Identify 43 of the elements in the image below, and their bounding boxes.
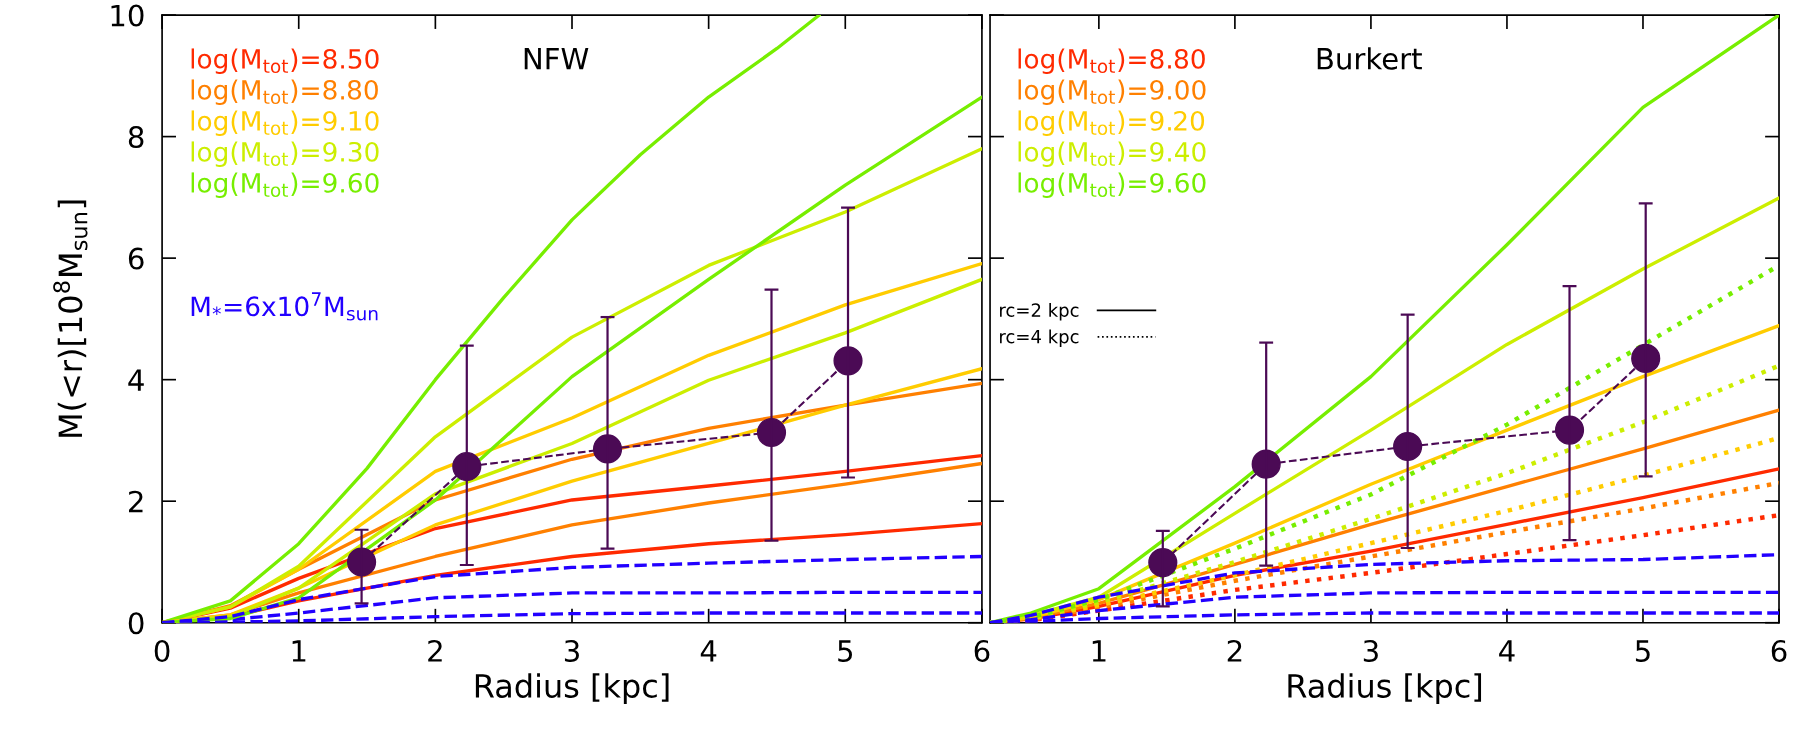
x-axis-title: Radius [kpc] — [475, 673, 669, 705]
text: log(M$_{tot}$)=9.00 — [1018, 79, 1206, 105]
text: log(M$_{tot}$)=9.30 — [191, 141, 379, 167]
y-axis-title: M(<r)[10$^{8}$M$_{sun}$] — [53, 200, 88, 437]
text: NFW — [524, 48, 589, 70]
y-tick-label: 8 — [128, 126, 144, 149]
y-tick-label: 4 — [128, 369, 144, 391]
x-tick-label: 4 — [700, 640, 717, 662]
x-tick-label: 5 — [1635, 640, 1650, 662]
text: log(M$_{tot}$)=8.80 — [191, 79, 378, 105]
x-tick-label: 5 — [838, 640, 853, 662]
point — [1631, 343, 1661, 373]
y-tick-label: 6 — [128, 247, 144, 270]
y-tick-label: 0 — [128, 612, 144, 635]
y-tick-label: 10 — [111, 4, 144, 27]
point — [833, 346, 863, 376]
x-tick-label: 1 — [1092, 640, 1106, 662]
text: log(M$_{tot}$)=9.10 — [191, 110, 379, 136]
text: log(M$_{tot}$)=9.20 — [1018, 110, 1205, 136]
x-tick-label: 3 — [1363, 639, 1378, 662]
y-tick-label: 2 — [129, 490, 143, 513]
x-tick-label: 4 — [1499, 640, 1515, 662]
x-axis-title: Radius [kpc] — [1288, 673, 1482, 705]
text: M$_{*}$=6x10$^{7}$M$_{sun}$ — [191, 292, 378, 321]
text: Burkert — [1317, 47, 1422, 70]
annotation: rc=2 kpc — [1000, 302, 1079, 321]
point — [1251, 449, 1281, 479]
point — [1148, 547, 1178, 578]
x-tick-label: 6 — [974, 639, 990, 662]
text: log(M$_{tot}$)=9.60 — [1018, 172, 1206, 198]
text: log(M$_{tot}$)=8.50 — [191, 48, 379, 74]
point — [1393, 431, 1423, 462]
x-tick-label: 2 — [428, 639, 442, 662]
x-tick-label: 1 — [292, 640, 306, 662]
text: log(M$_{tot}$)=9.60 — [191, 172, 379, 198]
x-tick-label: 6 — [1771, 639, 1787, 662]
text: log(M$_{tot}$)=9.40 — [1018, 141, 1206, 167]
x-tick-label: 2 — [1227, 639, 1242, 662]
text: log(M$_{tot}$)=8.80 — [1018, 48, 1205, 74]
x-tick-label: 3 — [564, 639, 579, 662]
x-tick-label: 0 — [154, 639, 170, 662]
annotation: rc=4 kpc — [1000, 329, 1079, 347]
point — [452, 451, 482, 482]
